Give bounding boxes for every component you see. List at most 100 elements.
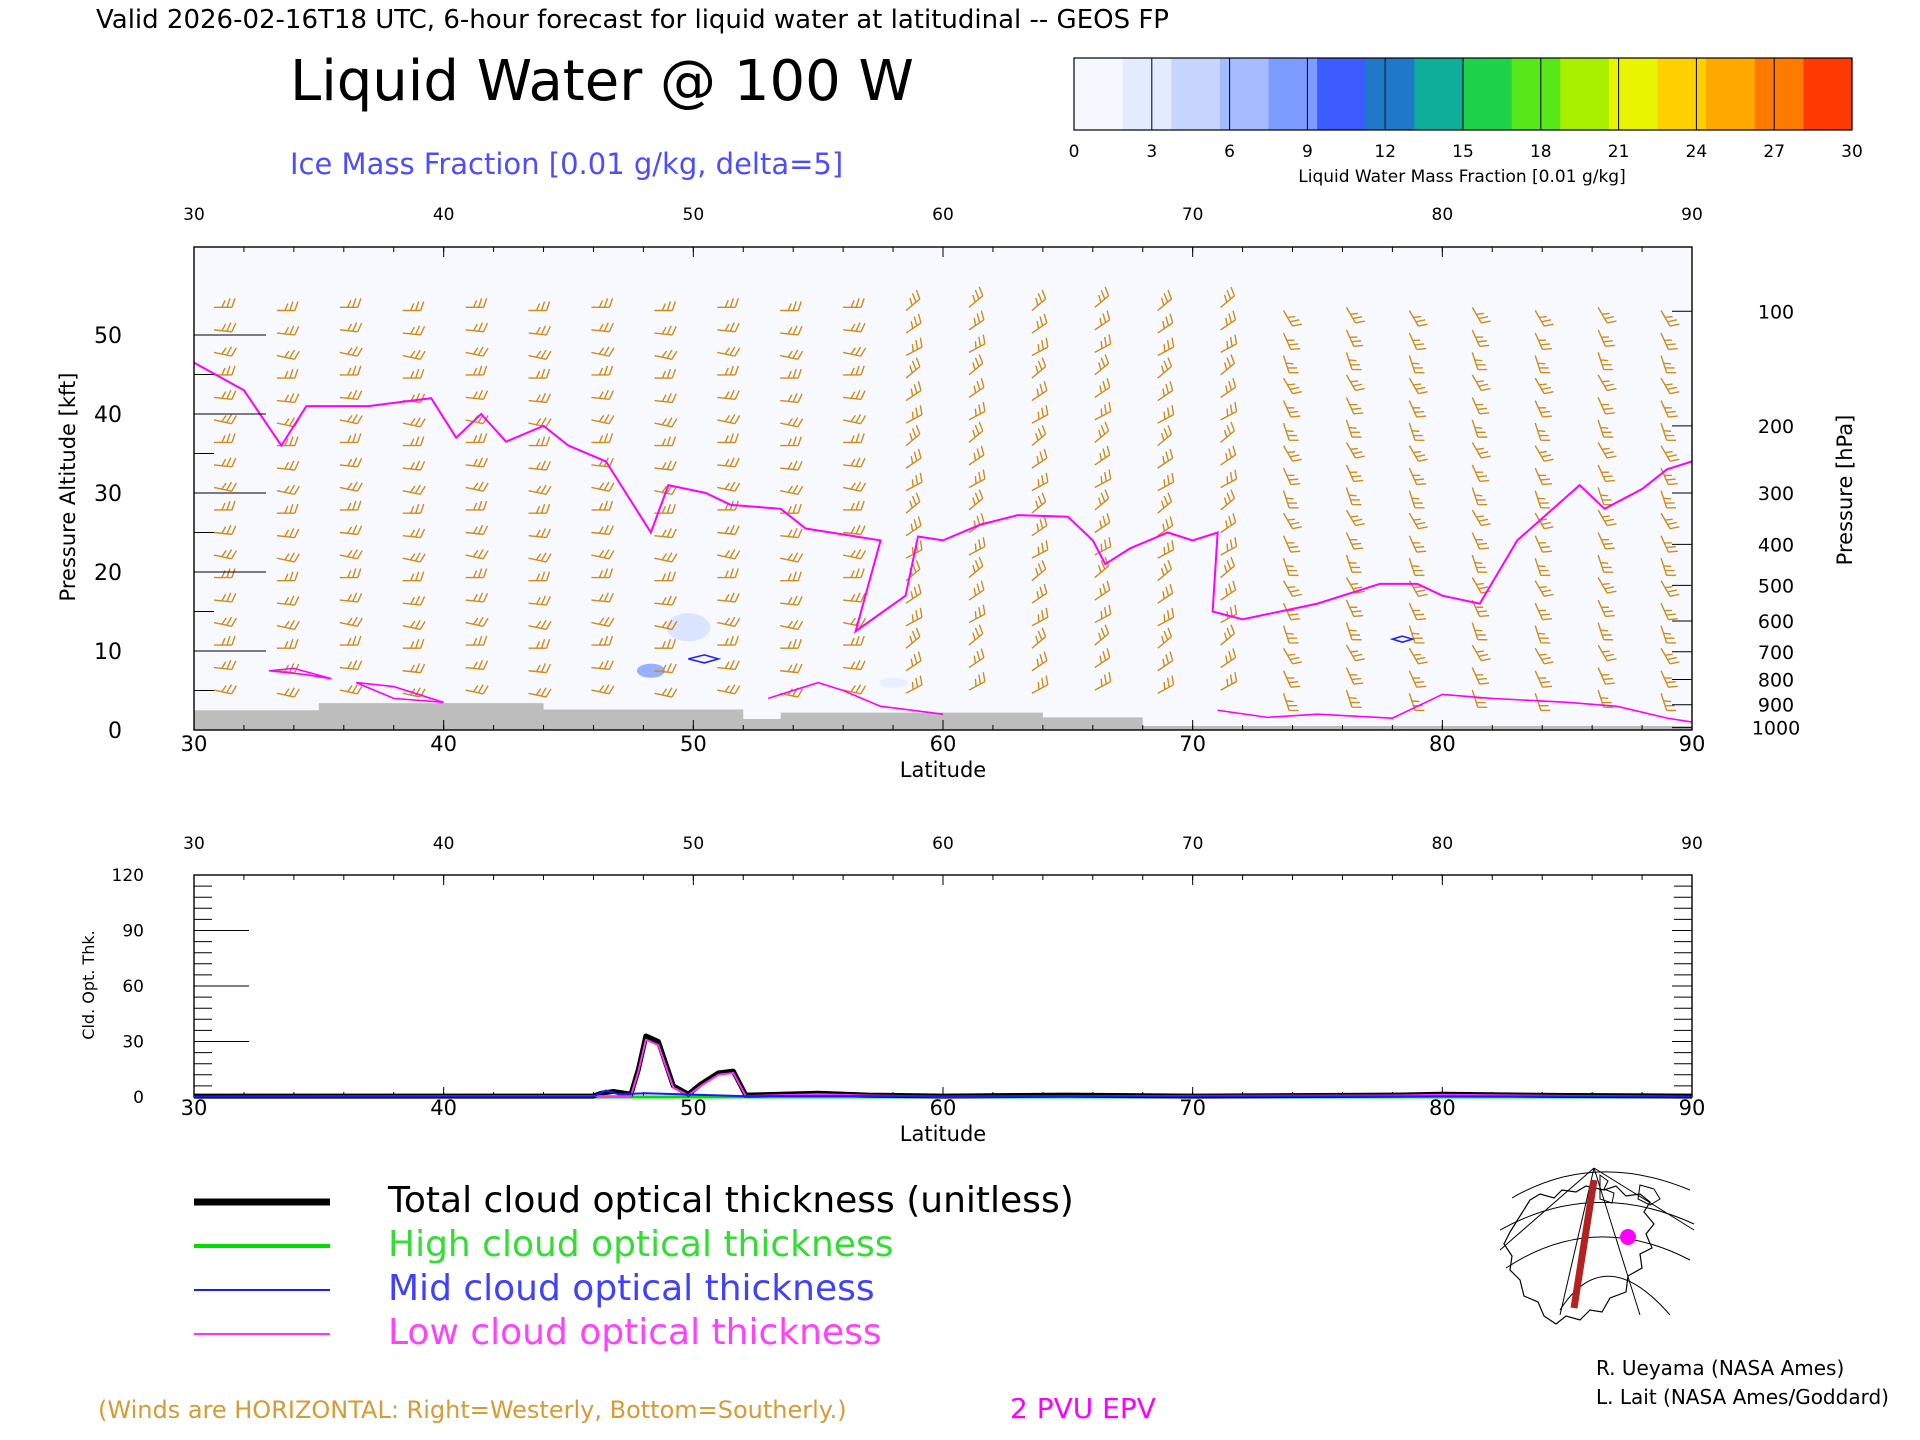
wind-barb bbox=[1471, 689, 1488, 708]
wind-barb bbox=[1282, 490, 1299, 509]
wind-barb bbox=[1597, 509, 1617, 527]
wind-barb bbox=[1345, 329, 1364, 348]
wind-barb bbox=[654, 484, 678, 496]
wind-barb bbox=[1534, 377, 1554, 395]
wind-barb bbox=[339, 500, 362, 511]
location-marker bbox=[1620, 1229, 1636, 1245]
wind-barb bbox=[591, 549, 615, 560]
wind-barb bbox=[1031, 540, 1049, 559]
colorbar-swatch bbox=[1317, 58, 1367, 130]
wind-barb bbox=[968, 469, 986, 489]
wind-barb bbox=[843, 433, 865, 444]
wind-barb bbox=[339, 549, 363, 560]
wind-barb bbox=[717, 660, 740, 671]
wind-barb bbox=[1345, 689, 1362, 708]
wind-barb bbox=[654, 571, 677, 582]
wind-barb bbox=[1157, 357, 1173, 379]
wind-barb bbox=[1597, 352, 1614, 371]
colorbar-swatch bbox=[1122, 58, 1172, 130]
wind-barb bbox=[842, 684, 867, 695]
wind-barb bbox=[905, 607, 923, 627]
colorbar-swatch bbox=[1268, 58, 1318, 130]
wind-barb bbox=[1408, 535, 1427, 553]
wind-barb bbox=[591, 481, 615, 492]
wind-barb bbox=[402, 552, 426, 563]
epv-2pvu-contour bbox=[193, 361, 1693, 634]
wind-barb bbox=[1471, 419, 1488, 438]
wind-barb bbox=[1471, 397, 1490, 415]
wind-barb bbox=[528, 301, 551, 312]
wind-barb bbox=[905, 583, 922, 604]
wind-barb bbox=[402, 687, 426, 698]
pressure-tick-label: 500 bbox=[1758, 575, 1794, 597]
wind-barb bbox=[402, 571, 425, 582]
colorbar-tick-label: 30 bbox=[1841, 142, 1863, 162]
wind-barb bbox=[843, 592, 866, 603]
wind-barb bbox=[842, 616, 867, 627]
wind-barb bbox=[968, 421, 984, 443]
wind-barb bbox=[1534, 310, 1554, 327]
wind-barb bbox=[276, 393, 300, 404]
wind-barb bbox=[276, 349, 300, 360]
wind-barb bbox=[1094, 513, 1111, 534]
wind-barb bbox=[1157, 381, 1174, 402]
wind-barb bbox=[1157, 627, 1173, 649]
wind-barb bbox=[1345, 306, 1365, 324]
wind-barb bbox=[213, 549, 237, 560]
wind-barb bbox=[1031, 405, 1049, 424]
colorbar-label: Liquid Water Mass Fraction [0.01 g/kg] bbox=[1298, 167, 1625, 187]
colorbar-tick-label: 15 bbox=[1452, 142, 1474, 162]
ice-contour bbox=[1389, 635, 1416, 643]
wind-barb bbox=[1157, 313, 1174, 334]
wind-barb bbox=[465, 346, 489, 357]
wind-barb bbox=[339, 481, 363, 492]
colorbar-tick-label: 9 bbox=[1302, 142, 1313, 162]
wind-barb bbox=[905, 651, 922, 672]
wind-barb bbox=[1660, 355, 1677, 374]
wind-barb bbox=[1597, 442, 1617, 459]
colorbar-swatch bbox=[1657, 58, 1707, 130]
wind-barb bbox=[402, 417, 426, 428]
wind-barb bbox=[1157, 337, 1175, 357]
wind-barb bbox=[1031, 424, 1047, 447]
wind-barb bbox=[654, 639, 677, 649]
wind-barb bbox=[1220, 378, 1237, 398]
wind-barb bbox=[591, 414, 615, 425]
wind-barb bbox=[968, 624, 984, 646]
wind-barb bbox=[843, 389, 866, 400]
wind-barb bbox=[1031, 337, 1049, 357]
wind-barb bbox=[1220, 580, 1237, 601]
wind-barb bbox=[276, 687, 300, 698]
wind-barb bbox=[276, 368, 299, 379]
wind-barb bbox=[1157, 424, 1173, 447]
wind-barb bbox=[843, 365, 865, 376]
wind-barb bbox=[465, 592, 489, 603]
x-tick-label-top: 60 bbox=[932, 834, 954, 854]
wind-barb bbox=[339, 298, 362, 309]
wind-barb bbox=[780, 460, 803, 471]
wind-barb bbox=[717, 616, 741, 627]
wind-barb bbox=[1534, 557, 1551, 577]
wind-barb bbox=[1094, 402, 1112, 421]
wind-barb bbox=[1534, 535, 1553, 553]
wind-barb bbox=[1660, 625, 1677, 644]
y-tick-label: 90 bbox=[122, 922, 144, 942]
wind-barb bbox=[465, 365, 488, 376]
wind-barb bbox=[1660, 445, 1680, 462]
colorbar: 0 3 6 9 12 15 18 21 24 27 30 bbox=[1069, 57, 1863, 162]
wind-barb bbox=[465, 481, 489, 492]
x-tick-label-top: 70 bbox=[1182, 834, 1204, 854]
wind-barb bbox=[1220, 556, 1236, 579]
wind-barb bbox=[1597, 689, 1614, 709]
wind-barb bbox=[654, 436, 677, 447]
wind-barb bbox=[1094, 469, 1112, 489]
wind-barb bbox=[1094, 624, 1110, 646]
wind-barb bbox=[1408, 422, 1425, 441]
wind-barb bbox=[1094, 604, 1112, 624]
colorbar-tick-label: 21 bbox=[1608, 142, 1630, 162]
wind-barb bbox=[1031, 675, 1049, 694]
wind-barb bbox=[276, 639, 299, 649]
wind-barb bbox=[1157, 448, 1174, 469]
series-line bbox=[194, 1089, 1693, 1098]
pressure-tick-label: 1000 bbox=[1752, 718, 1800, 740]
